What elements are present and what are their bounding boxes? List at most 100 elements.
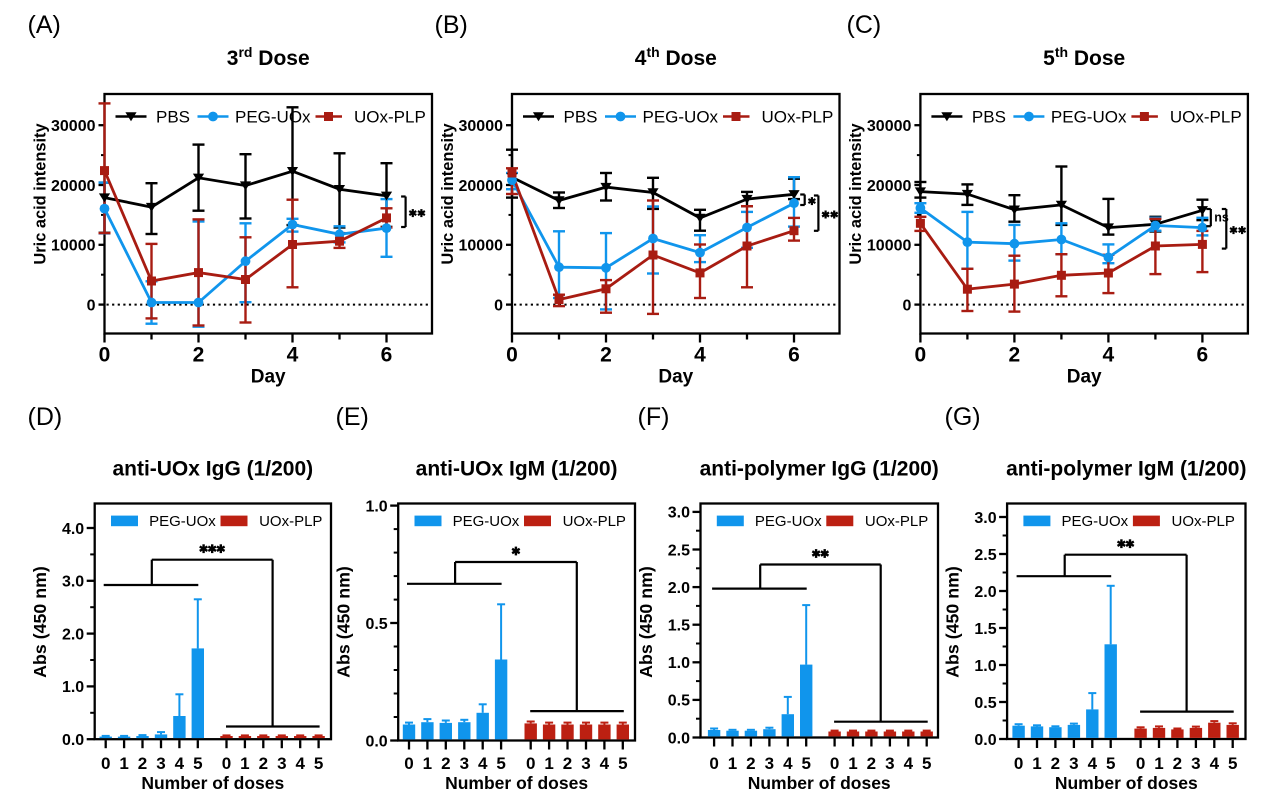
svg-text:Number of doses: Number of doses <box>141 773 284 793</box>
svg-text:4: 4 <box>1210 754 1220 773</box>
svg-text:Abs (450 nm): Abs (450 nm) <box>943 566 963 678</box>
svg-text:(C): (C) <box>847 11 882 39</box>
svg-text:3: 3 <box>1191 754 1200 773</box>
svg-text:0: 0 <box>830 754 839 773</box>
svg-text:2: 2 <box>193 344 205 367</box>
svg-text:anti-UOx IgM (1/200): anti-UOx IgM (1/200) <box>416 458 618 481</box>
svg-text:1.0: 1.0 <box>668 655 690 672</box>
svg-text:0.0: 0.0 <box>62 732 84 749</box>
svg-text:0: 0 <box>101 754 110 773</box>
svg-text:2: 2 <box>867 754 876 773</box>
svg-text:6: 6 <box>788 344 800 367</box>
svg-text:1: 1 <box>1032 754 1041 773</box>
svg-text:Uric acid intensity: Uric acid intensity <box>439 123 457 265</box>
svg-text:Number of doses: Number of doses <box>748 773 891 793</box>
svg-text:4: 4 <box>1103 344 1115 367</box>
svg-text:2: 2 <box>138 754 147 773</box>
svg-text:1: 1 <box>544 754 553 773</box>
svg-text:5: 5 <box>1106 754 1115 773</box>
svg-text:5: 5 <box>618 754 627 773</box>
svg-text:PEG-UOx: PEG-UOx <box>1062 513 1129 530</box>
svg-text:5: 5 <box>922 754 931 773</box>
svg-text:10000: 10000 <box>51 238 96 255</box>
svg-text:(F): (F) <box>638 403 670 431</box>
svg-text:2: 2 <box>746 754 755 773</box>
svg-text:2: 2 <box>259 754 268 773</box>
svg-text:Abs (450 nm): Abs (450 nm) <box>334 566 354 678</box>
svg-text:10000: 10000 <box>867 238 912 255</box>
svg-text:4: 4 <box>1088 754 1098 773</box>
svg-text:5: 5 <box>193 754 202 773</box>
svg-text:Day: Day <box>251 367 286 388</box>
svg-text:30000: 30000 <box>459 118 504 135</box>
svg-text:Day: Day <box>1067 367 1102 388</box>
svg-text:5th Dose: 5th Dose <box>1043 44 1125 70</box>
svg-text:4th Dose: 4th Dose <box>635 44 717 70</box>
svg-text:(B): (B) <box>435 11 468 39</box>
svg-text:6: 6 <box>1197 344 1209 367</box>
svg-text:5: 5 <box>801 754 810 773</box>
svg-text:3.0: 3.0 <box>62 574 84 591</box>
svg-text:3: 3 <box>460 754 469 773</box>
svg-text:0: 0 <box>1014 754 1023 773</box>
svg-text:0.5: 0.5 <box>668 693 690 710</box>
svg-text:6: 6 <box>381 344 393 367</box>
svg-text:1: 1 <box>423 754 432 773</box>
svg-text:5: 5 <box>496 754 505 773</box>
svg-text:(G): (G) <box>945 403 981 431</box>
svg-text:PBS: PBS <box>972 108 1006 127</box>
svg-text:0: 0 <box>526 754 535 773</box>
svg-text:0: 0 <box>1136 754 1145 773</box>
svg-text:Day: Day <box>658 367 693 388</box>
svg-text:3: 3 <box>581 754 590 773</box>
svg-text:PEG-UOx: PEG-UOx <box>1051 108 1127 127</box>
svg-text:20000: 20000 <box>867 178 912 195</box>
svg-text:0: 0 <box>494 297 503 314</box>
svg-text:Number of doses: Number of doses <box>1055 773 1198 793</box>
svg-text:Uric acid intensity: Uric acid intensity <box>31 123 49 265</box>
svg-text:3.0: 3.0 <box>668 505 690 522</box>
svg-text:10000: 10000 <box>459 238 504 255</box>
svg-text:PEG-UOx: PEG-UOx <box>755 513 822 530</box>
svg-text:UOx-PLP: UOx-PLP <box>762 108 834 127</box>
svg-text:1.5: 1.5 <box>668 618 690 635</box>
svg-text:1: 1 <box>1154 754 1163 773</box>
svg-text:PEG-UOx: PEG-UOx <box>453 513 520 530</box>
svg-text:2.0: 2.0 <box>668 580 690 597</box>
svg-text:3: 3 <box>1069 754 1078 773</box>
svg-text:3rd Dose: 3rd Dose <box>227 44 310 70</box>
svg-text:2: 2 <box>600 344 612 367</box>
svg-text:3: 3 <box>765 754 774 773</box>
svg-text:30000: 30000 <box>51 118 96 135</box>
svg-text:UOx-PLP: UOx-PLP <box>1170 108 1242 127</box>
svg-text:2: 2 <box>1173 754 1182 773</box>
svg-text:2: 2 <box>1051 754 1060 773</box>
svg-text:(A): (A) <box>28 11 61 39</box>
svg-text:PEG-UOx: PEG-UOx <box>235 108 311 127</box>
svg-text:1: 1 <box>728 754 737 773</box>
svg-text:2: 2 <box>441 754 450 773</box>
svg-text:0: 0 <box>915 344 927 367</box>
svg-text:UOx-PLP: UOx-PLP <box>1172 513 1235 530</box>
svg-text:4: 4 <box>287 344 299 367</box>
svg-text:20000: 20000 <box>459 178 504 195</box>
svg-text:4: 4 <box>783 754 793 773</box>
svg-text:0: 0 <box>404 754 413 773</box>
svg-text:4: 4 <box>694 344 706 367</box>
svg-text:0: 0 <box>222 754 231 773</box>
svg-text:(D): (D) <box>28 403 63 431</box>
svg-text:0.0: 0.0 <box>365 733 387 750</box>
svg-text:PEG-UOx: PEG-UOx <box>149 513 216 530</box>
svg-text:2.5: 2.5 <box>974 547 996 564</box>
svg-text:4: 4 <box>295 754 305 773</box>
svg-text:1.0: 1.0 <box>974 658 996 675</box>
svg-text:2: 2 <box>1009 344 1021 367</box>
svg-text:3.0: 3.0 <box>974 510 996 527</box>
svg-text:anti-polymer IgM (1/200): anti-polymer IgM (1/200) <box>1006 458 1246 481</box>
svg-text:1.0: 1.0 <box>62 679 84 696</box>
svg-text:Abs (450 nm): Abs (450 nm) <box>636 566 656 678</box>
svg-text:0.0: 0.0 <box>668 730 690 747</box>
svg-text:4.0: 4.0 <box>62 521 84 538</box>
svg-text:4: 4 <box>478 754 488 773</box>
svg-text:UOx-PLP: UOx-PLP <box>259 513 322 530</box>
